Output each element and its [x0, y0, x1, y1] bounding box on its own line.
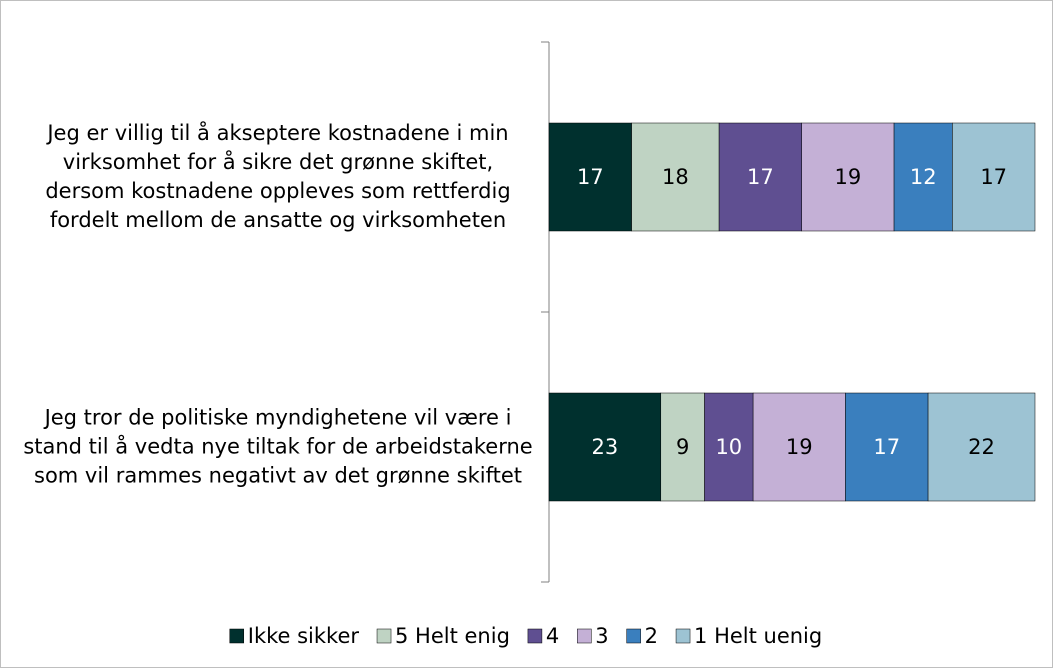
legend-swatch: [675, 628, 691, 644]
legend-swatch: [229, 628, 245, 644]
legend-label: 5 Helt enig: [395, 624, 510, 648]
legend-swatch: [527, 628, 543, 644]
bar-segment: [548, 392, 662, 502]
legend-label: 4: [546, 624, 559, 648]
data-label: 17: [747, 165, 774, 189]
data-label: 10: [715, 435, 742, 459]
data-label: 23: [592, 435, 619, 459]
data-label: 17: [980, 165, 1007, 189]
legend-label: 3: [595, 624, 608, 648]
bar-segment: [752, 392, 846, 502]
bar-segment: [893, 122, 953, 232]
legend-label: 1 Helt uenig: [694, 624, 822, 648]
bar-segment: [718, 122, 802, 232]
legend-swatch: [577, 628, 592, 644]
bar-segment: [548, 122, 632, 232]
data-label: 18: [662, 165, 689, 189]
bar-segment: [660, 392, 705, 502]
data-label: 12: [910, 165, 937, 189]
legend-swatch: [626, 628, 641, 644]
data-label: 17: [873, 435, 900, 459]
bar-segment: [845, 392, 929, 502]
bar-segment: [952, 122, 1036, 232]
data-label: 19: [786, 435, 813, 459]
legend-label: 2: [645, 624, 658, 648]
bar-segment: [631, 122, 720, 232]
category-label: Jeg er villig til å akseptere kostnadene…: [45, 121, 511, 232]
legend-swatch: [376, 628, 392, 644]
data-label: 9: [676, 435, 689, 459]
data-label: 19: [835, 165, 862, 189]
bar-segment: [927, 392, 1036, 502]
data-label: 22: [968, 435, 995, 459]
bar-segment: [704, 392, 754, 502]
data-label: 17: [577, 165, 604, 189]
legend-label: Ikke sikker: [248, 624, 360, 648]
category-label: Jeg tror de politiske myndighetene vil v…: [23, 405, 533, 488]
